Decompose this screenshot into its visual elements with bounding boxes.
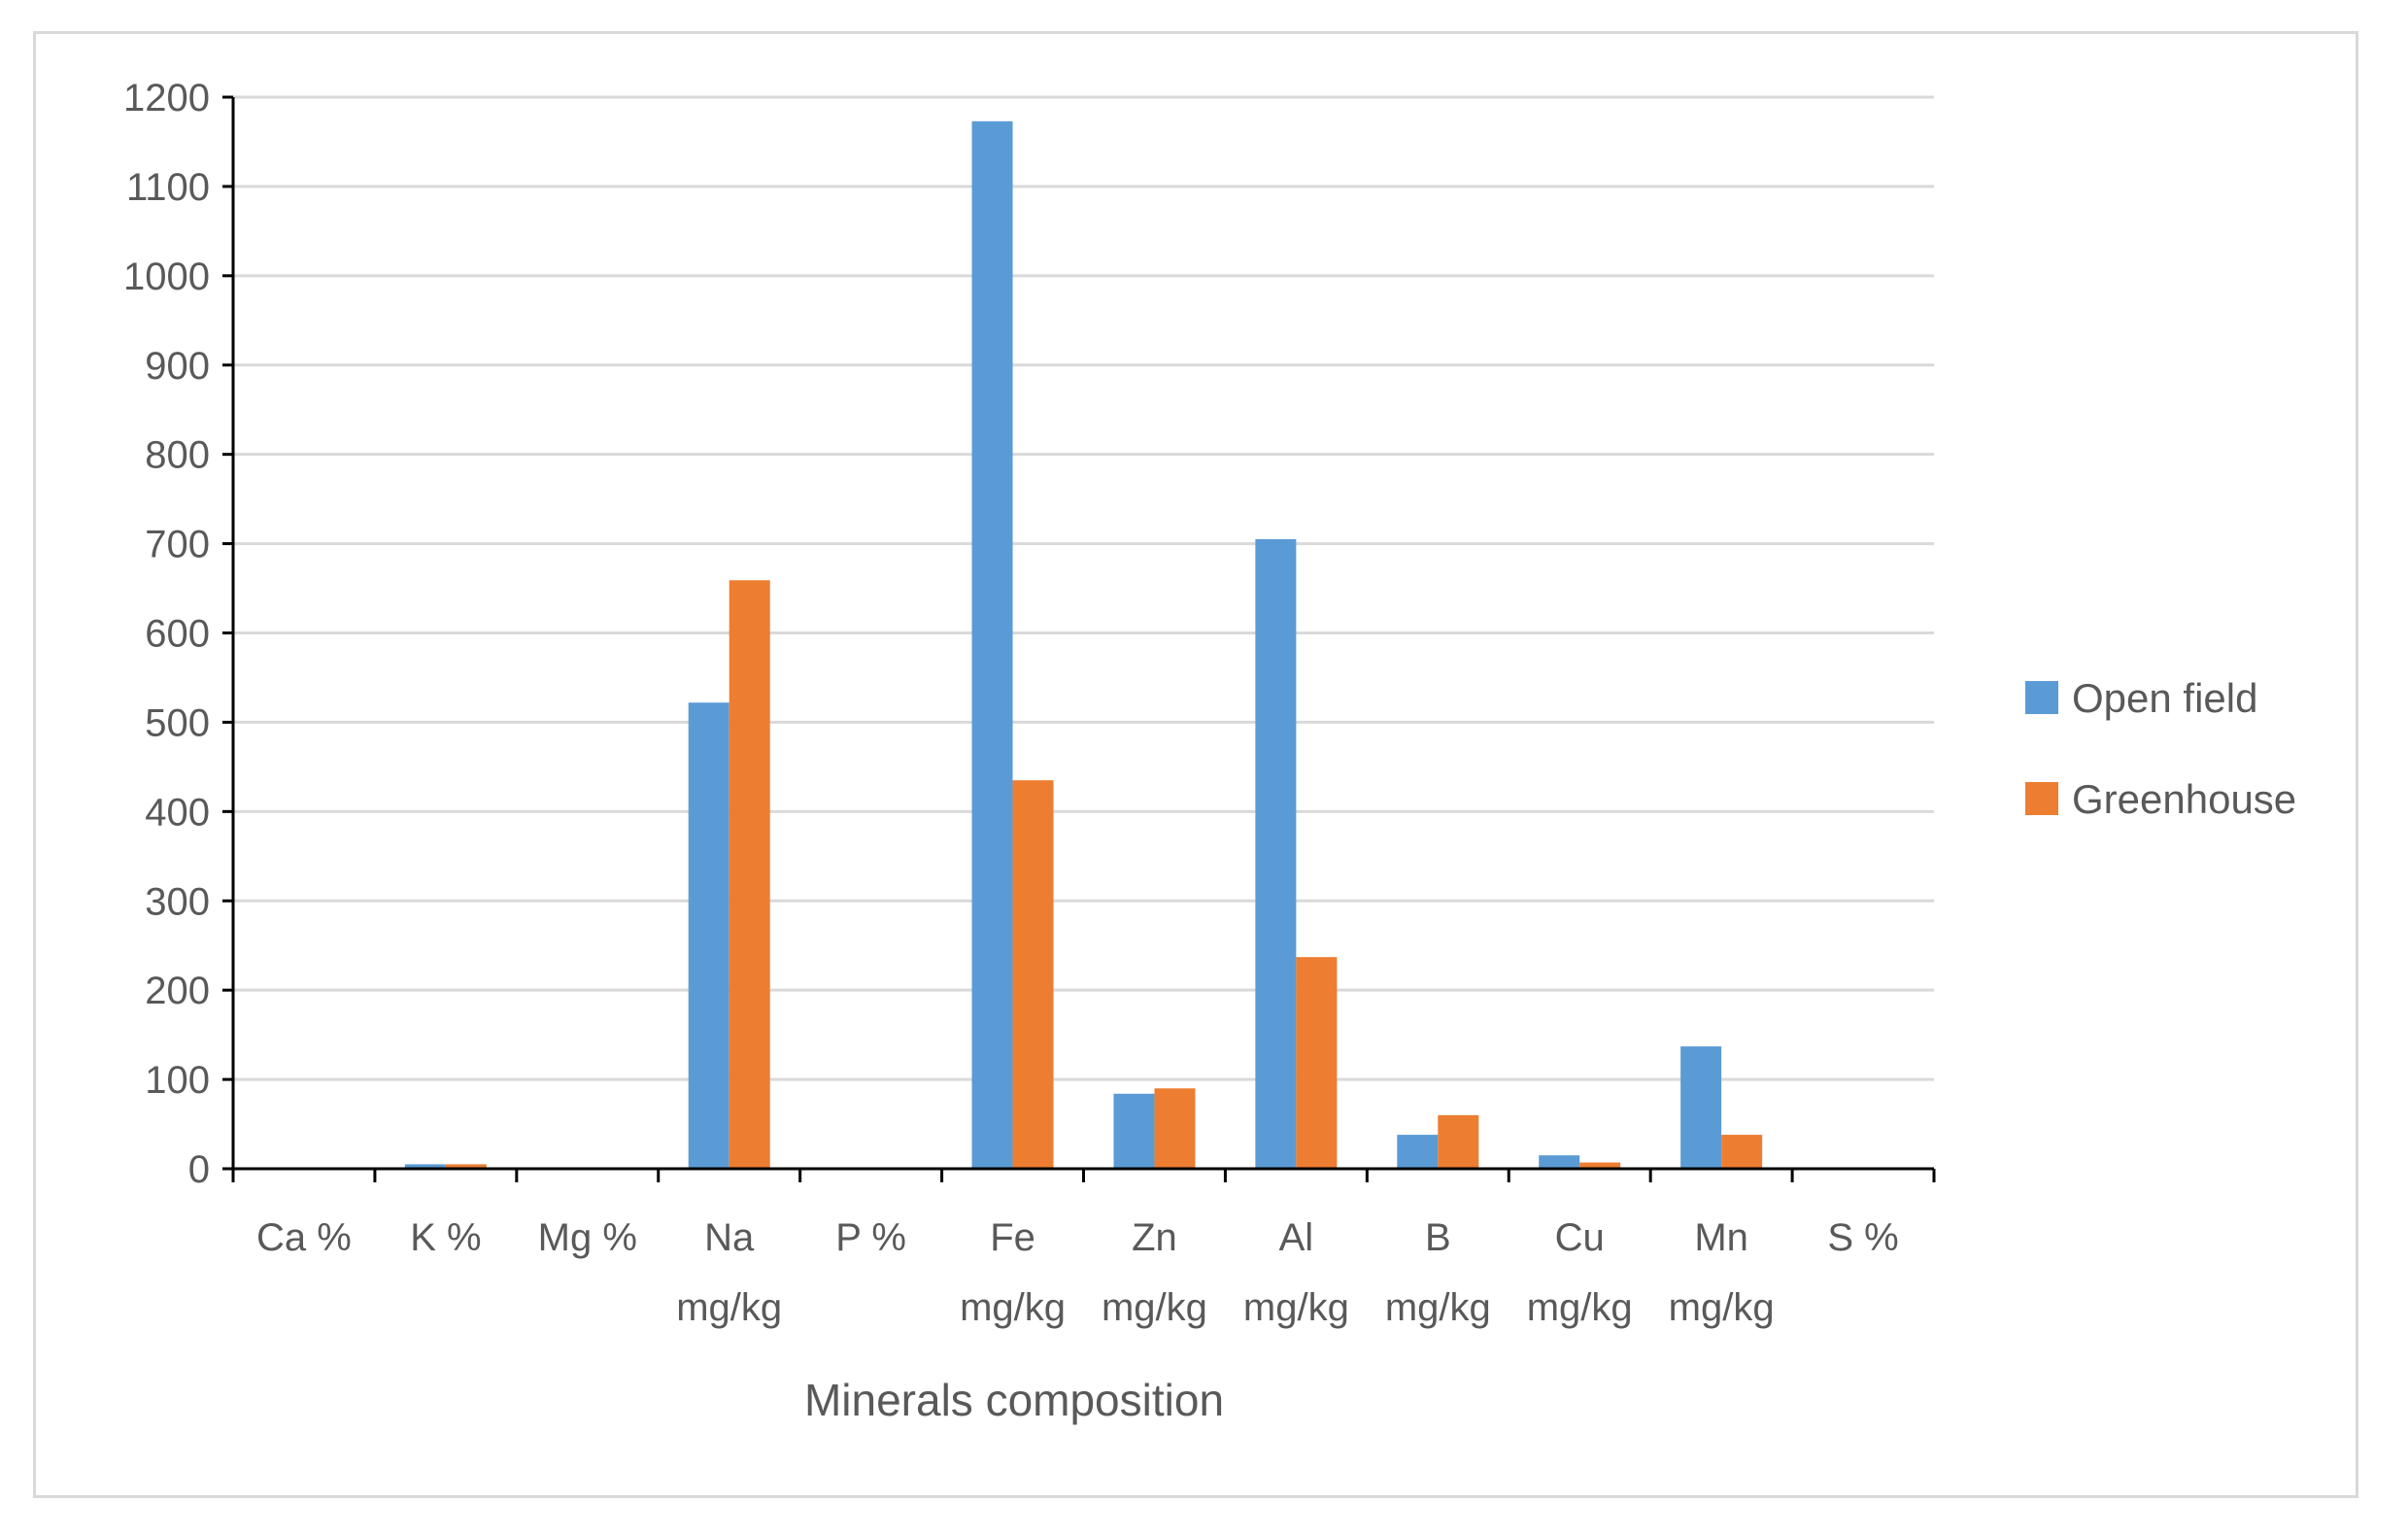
x-category-label: mg/kg xyxy=(960,1286,1066,1329)
bar-greenhouse xyxy=(1154,1088,1196,1169)
legend-swatch xyxy=(2025,681,2058,714)
legend-label: Open field xyxy=(2072,675,2257,721)
x-category-label: mg/kg xyxy=(1243,1286,1349,1329)
bar-open-field xyxy=(1397,1135,1439,1169)
x-category-label: mg/kg xyxy=(1669,1286,1775,1329)
bar-open-field xyxy=(1680,1046,1722,1169)
x-category-label: Na xyxy=(704,1216,755,1259)
x-category-label: S % xyxy=(1827,1216,1898,1259)
y-tick-label: 600 xyxy=(145,613,210,656)
x-category-label: Mg % xyxy=(538,1216,637,1259)
bar-open-field xyxy=(971,120,1013,1169)
bar-open-field xyxy=(1539,1155,1580,1169)
x-category-label: Al xyxy=(1279,1216,1314,1259)
y-tick-label: 400 xyxy=(145,791,210,834)
y-tick-labels: 0 100 200 300 400 500 600 700 800 900 1000 1100 1200 xyxy=(123,77,210,1191)
y-tick-label: 500 xyxy=(145,701,210,744)
x-category-labels: Ca % K % Mg % Na mg/kg P % Fe mg/kg Zn mg/kg Al mg/… xyxy=(256,1216,1899,1329)
bar-greenhouse xyxy=(445,1164,487,1169)
bar-open-field xyxy=(688,702,729,1169)
chart-frame: 0 100 200 300 400 500 600 700 800 900 1000 1100 1200… xyxy=(33,31,2358,1498)
bar-greenhouse xyxy=(1438,1114,1479,1169)
bar-open-field xyxy=(404,1164,446,1169)
legend: Open field Greenhouse xyxy=(2025,675,2296,822)
x-category-label: mg/kg xyxy=(676,1286,782,1329)
y-tick-label: 0 xyxy=(188,1148,210,1191)
y-tick-label: 700 xyxy=(145,524,210,566)
bar-greenhouse xyxy=(1012,780,1054,1169)
y-tick-label: 800 xyxy=(145,434,210,477)
x-category-label: B xyxy=(1425,1216,1451,1259)
x-axis-title: Minerals composition xyxy=(804,1375,1224,1425)
bar-greenhouse xyxy=(1296,957,1338,1169)
x-category-label: Mn xyxy=(1694,1216,1748,1259)
x-category-label: Fe xyxy=(990,1216,1035,1259)
x-category-label: mg/kg xyxy=(1102,1286,1207,1329)
legend-swatch xyxy=(2025,782,2058,815)
legend-label: Greenhouse xyxy=(2072,776,2296,822)
y-tick-label: 200 xyxy=(145,970,210,1012)
x-category-label: Ca % xyxy=(256,1216,352,1259)
y-tick-label: 100 xyxy=(145,1059,210,1102)
x-category-label: mg/kg xyxy=(1527,1286,1633,1329)
y-tick-label: 1000 xyxy=(123,256,210,298)
x-category-label: Cu xyxy=(1555,1216,1605,1259)
x-category-label: P % xyxy=(835,1216,906,1259)
bar-open-field xyxy=(1113,1093,1155,1169)
y-tick-label: 300 xyxy=(145,880,210,923)
bar-greenhouse xyxy=(729,580,770,1169)
x-category-label: K % xyxy=(410,1216,481,1259)
gridlines xyxy=(233,95,1934,1081)
bar-greenhouse xyxy=(1721,1135,1763,1169)
axes xyxy=(222,95,1936,1182)
y-tick-label: 1100 xyxy=(126,166,210,209)
y-tick-label: 900 xyxy=(145,345,210,388)
x-category-label: Zn xyxy=(1132,1216,1177,1259)
bar-greenhouse xyxy=(1579,1162,1621,1169)
y-tick-label: 1200 xyxy=(123,77,210,119)
bar-chart: 0 100 200 300 400 500 600 700 800 900 1000 1100 1200… xyxy=(123,77,2296,1425)
x-category-label: mg/kg xyxy=(1385,1286,1491,1329)
bar-open-field xyxy=(1255,538,1297,1169)
bars xyxy=(262,120,1905,1169)
